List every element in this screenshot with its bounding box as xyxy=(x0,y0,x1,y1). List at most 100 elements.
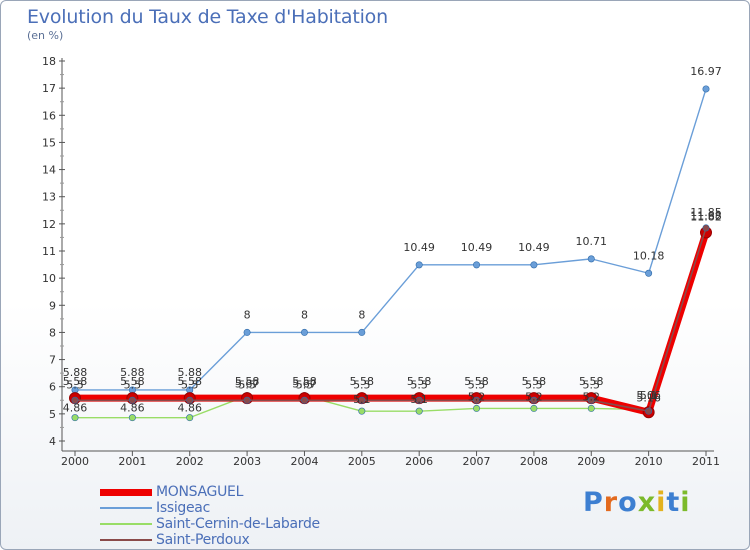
data-point-saint-cernin-de-labarde xyxy=(186,414,194,422)
data-label-saint-perdoux: 5.5 xyxy=(525,378,543,391)
brand-letter: t xyxy=(666,487,681,518)
data-point-saint-perdoux xyxy=(473,396,481,404)
data-label-issigeac: 8 xyxy=(244,308,251,321)
data-point-saint-perdoux xyxy=(358,396,366,404)
y-tick-label: 10 xyxy=(42,272,56,285)
data-label-monsaguel: 5.58 xyxy=(350,375,375,388)
data-point-saint-cernin-de-labarde xyxy=(128,414,136,422)
axes: 4 5 6 7 8 9 10 11 12 13 14 15 16 17 18 2000 2001 2002 2003… xyxy=(42,55,720,468)
brand-letter: x xyxy=(637,487,657,518)
y-tick-label: 14 xyxy=(42,164,56,177)
data-label-monsaguel: 5.06 xyxy=(636,389,661,402)
data-label-issigeac: 5.88 xyxy=(63,366,88,379)
legend-label: Saint-Cernin-de-Labarde xyxy=(156,516,320,532)
data-label-saint-cernin-de-labarde: 4.86 xyxy=(120,402,145,415)
brand-letter: o xyxy=(618,487,638,518)
x-tick-label: 2009 xyxy=(577,455,605,468)
data-label-saint-cernin-de-labarde: 4.86 xyxy=(177,402,202,415)
y-tick-label: 8 xyxy=(49,326,56,339)
legend: MONSAGUEL Issigeac Saint-Cernin-de-Labarde… xyxy=(100,484,320,548)
legend-swatch xyxy=(100,507,152,509)
data-point-saint-perdoux xyxy=(645,407,653,415)
data-label-issigeac: 8 xyxy=(358,308,365,321)
legend-item-saint-cernin-de-labarde: Saint-Cernin-de-Labarde xyxy=(100,516,320,532)
legend-label: Saint-Perdoux xyxy=(156,532,250,548)
legend-swatch xyxy=(100,488,152,496)
data-point-issigeac xyxy=(645,269,653,277)
brand-letter: P xyxy=(583,487,604,518)
data-label-saint-perdoux: 11.85 xyxy=(690,206,722,219)
data-label-monsaguel: 5.58 xyxy=(63,375,88,388)
data-label-monsaguel: 5.58 xyxy=(120,375,145,388)
data-point-saint-cernin-de-labarde xyxy=(473,404,481,412)
y-tick-label: 11 xyxy=(42,245,56,258)
data-label-saint-perdoux: 5.5 xyxy=(410,378,428,391)
data-point-issigeac xyxy=(530,261,538,269)
data-label-saint-perdoux: 5.5 xyxy=(124,378,142,391)
data-point-saint-perdoux xyxy=(300,396,308,404)
data-point-saint-perdoux xyxy=(128,396,136,404)
legend-label: Issigeac xyxy=(156,500,210,516)
data-point-saint-cernin-de-labarde xyxy=(358,407,366,415)
data-label-issigeac: 10.49 xyxy=(518,241,550,254)
data-label-saint-perdoux: 5.5 xyxy=(296,378,314,391)
data-label-saint-cernin-de-labarde: 5.1 xyxy=(353,393,371,406)
data-label-saint-cernin-de-labarde: 5.2 xyxy=(468,390,486,403)
data-point-saint-cernin-de-labarde xyxy=(415,407,423,415)
data-label-saint-cernin-de-labarde: 5.16 xyxy=(636,392,661,405)
x-tick-label: 2002 xyxy=(176,455,204,468)
y-tick-label: 17 xyxy=(42,82,56,95)
data-label-saint-perdoux: 5.5 xyxy=(583,378,601,391)
brand-letter: r xyxy=(603,487,619,518)
x-tick-label: 2010 xyxy=(635,455,663,468)
data-point-issigeac xyxy=(300,328,308,336)
data-label-monsaguel: 5.58 xyxy=(292,375,317,388)
y-tick-label: 12 xyxy=(42,218,56,231)
data-point-saint-perdoux xyxy=(71,396,79,404)
data-label-saint-cernin-de-labarde: 5.67 xyxy=(235,378,260,391)
data-label-saint-perdoux: 5.1 xyxy=(640,389,658,402)
data-point-saint-perdoux xyxy=(186,396,194,404)
data-label-saint-perdoux: 5.5 xyxy=(468,378,486,391)
chart-subtitle: (en %) xyxy=(27,29,64,42)
data-label-issigeac: 16.97 xyxy=(690,65,722,78)
data-point-saint-perdoux xyxy=(415,396,423,404)
legend-item-issigeac: Issigeac xyxy=(100,500,320,516)
data-point-saint-perdoux xyxy=(587,396,595,404)
x-tick-label: 2008 xyxy=(520,455,548,468)
proxiti-logo: Proxiti xyxy=(583,487,691,518)
data-label-saint-perdoux: 5.5 xyxy=(238,378,256,391)
y-tick-label: 7 xyxy=(49,354,56,367)
labels-layer: 5.88 5.88 5.88 8 8 8 10.49 10.49 10.49 10.71 10.18… xyxy=(63,65,722,415)
x-tick-label: 2006 xyxy=(405,455,433,468)
data-label-monsaguel: 5.58 xyxy=(464,375,489,388)
data-point-issigeac xyxy=(415,261,423,269)
data-label-issigeac: 10.49 xyxy=(403,241,435,254)
data-point-issigeac xyxy=(702,85,710,93)
data-point-issigeac xyxy=(243,328,251,336)
x-tick-label: 2001 xyxy=(118,455,146,468)
data-label-saint-cernin-de-labarde: 5.2 xyxy=(525,390,543,403)
y-tick-label: 18 xyxy=(42,55,56,68)
data-label-saint-cernin-de-labarde: 5.1 xyxy=(410,393,428,406)
data-label-saint-perdoux: 5.5 xyxy=(353,378,371,391)
x-tick-label: 2011 xyxy=(692,455,720,468)
data-label-monsaguel: 5.58 xyxy=(235,375,260,388)
data-point-saint-cernin-de-labarde xyxy=(71,414,79,422)
series-line-issigeac xyxy=(75,88,707,391)
x-tick-label: 2004 xyxy=(290,455,318,468)
legend-label: MONSAGUEL xyxy=(156,484,244,500)
data-label-monsaguel: 5.58 xyxy=(177,375,202,388)
data-point-issigeac xyxy=(473,261,481,269)
data-label-saint-cernin-de-labarde: 5.2 xyxy=(583,390,601,403)
legend-swatch xyxy=(100,539,152,541)
data-label-issigeac: 10.18 xyxy=(633,249,665,262)
data-label-saint-cernin-de-labarde: 11.82 xyxy=(690,211,722,224)
data-label-saint-cernin-de-labarde: 4.86 xyxy=(63,402,88,415)
series-line-saint-perdoux xyxy=(75,227,707,412)
data-point-saint-perdoux xyxy=(530,396,538,404)
y-tick-label: 4 xyxy=(49,435,56,448)
data-label-monsaguel: 5.58 xyxy=(522,375,547,388)
